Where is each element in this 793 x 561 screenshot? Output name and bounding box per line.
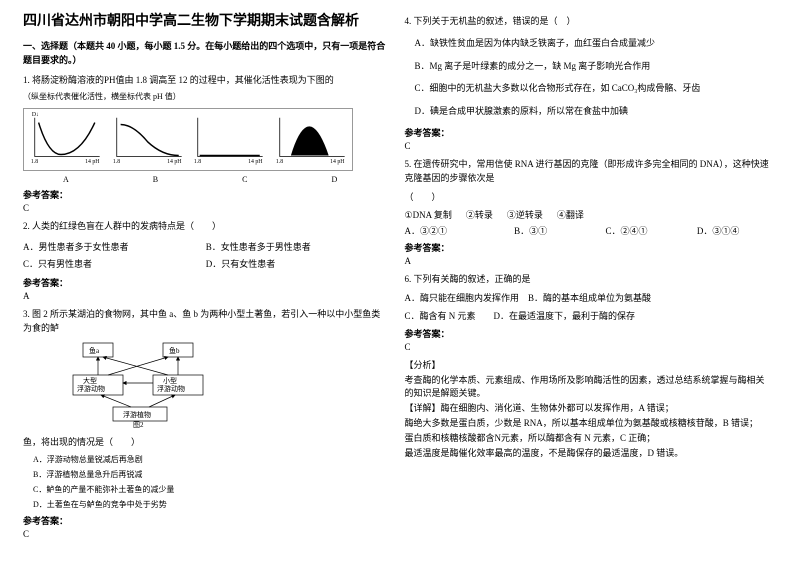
svg-text:1.8: 1.8 <box>31 159 38 165</box>
svg-text:D↓: D↓ <box>32 112 39 118</box>
q6-answer-label: 参考答案： <box>405 327 771 340</box>
q1-label-b: B <box>153 175 172 184</box>
q2-stem: 2. 人类的红绿色盲在人群中的发病特点是（ ） <box>23 219 389 233</box>
q3-answer-label: 参考答案： <box>23 514 389 527</box>
q3-opt-b: B．浮游植物总量急升后再锐减 <box>33 469 389 480</box>
q6-opt-cd: C．酶含有 N 元素 D．在最适温度下，最利于酶的保存 <box>405 309 771 323</box>
svg-text:1.8: 1.8 <box>112 159 119 165</box>
q1-label-c: C <box>242 175 261 184</box>
q5-items: ①DNA 复制 ②转录 ③逆转录 ④翻译 <box>405 208 771 221</box>
q6-answer: C <box>405 342 771 352</box>
q5-answer: A <box>405 256 771 266</box>
q4-opt-a: A．缺铁性贫血是因为体内缺乏铁离子，血红蛋白合成量减少 <box>415 36 771 50</box>
q4-opt-d: D．碘是合成甲状腺激素的原料，所以常在食盐中加碘 <box>415 104 771 118</box>
q4-answer-label: 参考答案： <box>405 126 771 139</box>
q4-opt-c: C．细胞中的无机盐大多数以化合物形式存在，如 CaCO₃构成骨骼、牙齿 <box>415 81 771 95</box>
q2-opt-b: B．女性患者多于男性患者 <box>206 238 389 255</box>
q5-opt-c: C．②④① <box>606 224 697 237</box>
q3-opt-a: A．浮游动物总量锐减后再急剧 <box>33 454 389 465</box>
q5-opt-d: D．③①④ <box>697 224 770 237</box>
svg-text:大型: 大型 <box>83 376 97 385</box>
svg-text:鱼b: 鱼b <box>169 346 180 355</box>
q2-answer-label: 参考答案： <box>23 276 389 289</box>
q1-stem: 1. 将肠淀粉酶溶液的PH值由 1.8 调高至 12 的过程中，其催化活性表现为… <box>23 73 389 87</box>
q5-answer-label: 参考答案： <box>405 241 771 254</box>
svg-text:浮游动物: 浮游动物 <box>157 384 185 393</box>
q1-label-d: D <box>331 175 351 184</box>
svg-text:图2: 图2 <box>133 421 144 429</box>
q4-answer: C <box>405 141 771 151</box>
q3-answer: C <box>23 529 389 539</box>
q2-opt-d: D．只有女性患者 <box>206 255 389 272</box>
q1-answer-label: 参考答案： <box>23 188 389 201</box>
q6-detail-head: 【详解】酶在细胞内、消化道、生物体外都可以发挥作用，A 错误； <box>405 401 771 414</box>
q3-stem: 3. 图 2 所示某湖泊的食物网，其中鱼 a、鱼 b 为两种小型土著鱼，若引入一… <box>23 307 389 336</box>
q5-item-1: ①DNA 复制 <box>405 208 466 221</box>
svg-text:小型: 小型 <box>163 376 177 385</box>
q2-opts: A．男性患者多于女性患者 B．女性患者多于男性患者 C．只有男性患者 D．只有女… <box>23 238 389 272</box>
q3-tail: 鱼，将出现的情况是（ ） <box>23 435 389 449</box>
svg-text:浮游动物: 浮游动物 <box>77 384 105 393</box>
svg-text:14 pH: 14 pH <box>330 159 345 165</box>
q3-foodweb: 鱼a 鱼b 大型 浮游动物 小型 浮游动物 浮游植物 图2 <box>53 339 233 431</box>
q6-detail-4: 最适温度是酶催化效率最高的温度，不是酶保存的最适温度，D 错误。 <box>405 446 771 459</box>
svg-text:14 pH: 14 pH <box>248 159 263 165</box>
q3-opt-c: C．鲈鱼的产量不能弥补土著鱼的减少量 <box>33 484 389 495</box>
q5-opts: A．③②① B．③① C．②④① D．③①④ <box>405 224 771 237</box>
svg-text:鱼a: 鱼a <box>89 346 100 355</box>
q2-opt-a: A．男性患者多于女性患者 <box>23 238 206 255</box>
q1-graphs: D↓ 1.8 14 pH 1.8 14 pH 1.8 14 pH <box>23 108 353 171</box>
q2-opt-c: C．只有男性患者 <box>23 255 206 272</box>
q1-answer: C <box>23 203 389 213</box>
q5-opt-b: B．③① <box>514 224 605 237</box>
q6-detail-2: 酶绝大多数是蛋白质，少数是 RNA，所以基本组成单位为氨基酸或核糖核苷酸，B 错… <box>405 416 771 429</box>
svg-text:14 pH: 14 pH <box>85 159 100 165</box>
q5-opt-a: A．③②① <box>405 224 515 237</box>
q5-stem2: （ ） <box>405 190 771 204</box>
svg-text:浮游植物: 浮游植物 <box>123 410 151 419</box>
graph-c: 1.8 14 pH <box>190 112 268 167</box>
svg-text:14 pH: 14 pH <box>167 159 182 165</box>
q2-answer: A <box>23 291 389 301</box>
q6-opt-ab: A．酶只能在细胞内发挥作用 B．酶的基本组成单位为氨基酸 <box>405 291 771 305</box>
graph-b: 1.8 14 pH <box>109 112 187 167</box>
q5-item-4: ④翻译 <box>557 208 598 221</box>
right-column: 4. 下列关于无机盐的叙述，错误的是（ ） A．缺铁性贫血是因为体内缺乏铁离子，… <box>397 10 779 551</box>
left-column: 四川省达州市朝阳中学高二生物下学期期末试题含解析 一、选择题（本题共 40 小题… <box>15 10 397 551</box>
svg-text:1.8: 1.8 <box>275 159 282 165</box>
q6-analysis-head: 【分析】 <box>405 358 771 371</box>
section-head: 一、选择题（本题共 40 小题，每小题 1.5 分。在每小题给出的四个选项中，只… <box>23 40 389 67</box>
q6-analysis-1: 考查酶的化学本质、元素组成、作用场所及影响酶活性的因素，透过总结系统掌握与酶相关… <box>405 373 771 399</box>
q5-item-2: ②转录 <box>466 208 507 221</box>
q1-label-a: A <box>63 175 83 184</box>
q4-stem: 4. 下列关于无机盐的叙述，错误的是（ ） <box>405 14 771 28</box>
q6-stem: 6. 下列有关酶的叙述，正确的是 <box>405 272 771 286</box>
q6-detail-3: 蛋白质和核糖核酸都含N元素，所以酶都含有 N 元素，C 正确； <box>405 431 771 444</box>
q1-legend: （纵坐标代表催化活性，横坐标代表 pH 值） <box>23 91 389 104</box>
q4-opt-b: B．Mg 离子是叶绿素的成分之一，缺 Mg 离子影响光合作用 <box>415 59 771 73</box>
graph-a: D↓ 1.8 14 pH <box>27 112 105 167</box>
q1-labels: A B C D <box>23 175 389 184</box>
q3-opt-d: D．土著鱼在与鲈鱼的竞争中处于劣势 <box>33 499 389 510</box>
q5-stem: 5. 在遗传研究中，常用信使 RNA 进行基因的克隆（即形成许多完全相同的 DN… <box>405 157 771 186</box>
graph-d: 1.8 14 pH <box>272 112 350 167</box>
svg-text:1.8: 1.8 <box>194 159 201 165</box>
page-title: 四川省达州市朝阳中学高二生物下学期期末试题含解析 <box>23 10 389 30</box>
q5-item-3: ③逆转录 <box>507 208 557 221</box>
